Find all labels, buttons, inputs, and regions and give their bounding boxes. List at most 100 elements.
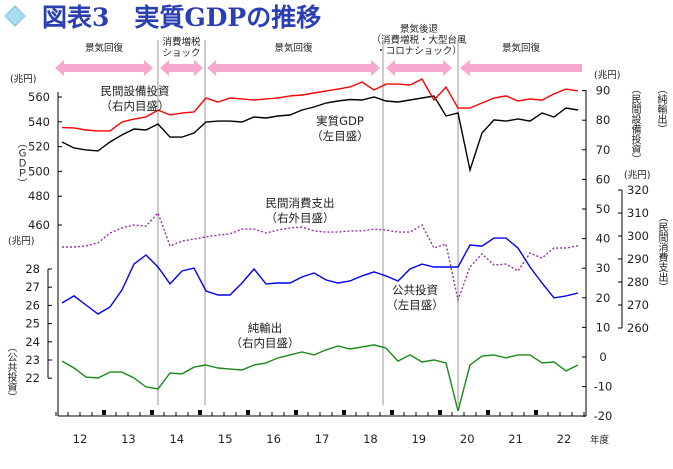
y-tick-label-right-inner: 60 <box>596 172 611 186</box>
y-tick-label-public: 26 <box>25 298 40 312</box>
y-tick-label-gdp: 540 <box>28 115 50 129</box>
annotation-capex: （右内目盛） <box>101 99 170 113</box>
chart-title: 図表3 実質GDPの推移 <box>42 3 321 32</box>
x-tick-label: 22 <box>557 432 572 446</box>
y-tick-label-public: 24 <box>25 335 40 349</box>
period-label: 消費増税 <box>162 36 201 48</box>
year-tick <box>198 410 202 415</box>
x-tick-label: 14 <box>169 432 184 446</box>
y-tick-label-gdp: 520 <box>28 140 50 154</box>
period-label: 景気回復 <box>274 42 313 54</box>
series-line-gdp <box>61 95 579 173</box>
y-tick-label-public: 27 <box>25 280 40 294</box>
y-tick-label-public: 28 <box>25 262 40 276</box>
y-tick-label-right-inner: 10 <box>596 320 611 334</box>
annotation-netexports: 純輸出 <box>248 321 283 335</box>
period-arrow <box>386 60 452 76</box>
series-lines <box>61 78 579 412</box>
y-tick-label-right-inner: 70 <box>596 143 611 157</box>
y-tick-label-gdp: 560 <box>28 90 50 104</box>
year-tick <box>150 410 154 415</box>
year-tick <box>534 410 538 415</box>
public-unit-label: (兆円) <box>8 236 34 247</box>
y-tick-label-right-outer: 260 <box>627 321 649 335</box>
y-tick-label-right-outer: 310 <box>627 206 649 220</box>
y-tick-label-public: 22 <box>25 371 40 385</box>
series-line-netexports <box>61 344 579 412</box>
y-tick-label-right-outer: 320 <box>627 183 649 197</box>
y-tick-label-right-inner: 90 <box>596 84 611 98</box>
y-tick-label-right-inner: -20 <box>594 409 613 423</box>
period-label: （消費増税・大型台風 <box>371 34 467 46</box>
x-tick-label: 15 <box>218 432 233 446</box>
x-tick-label: 16 <box>266 432 281 446</box>
annotation-gdp: 実質GDP <box>316 114 364 128</box>
period-arrow <box>207 60 380 76</box>
right-outer-unit-label: (兆円) <box>624 170 650 181</box>
period-arrow <box>460 60 582 76</box>
period-dividers <box>157 40 459 405</box>
year-tick <box>486 410 490 415</box>
title-block: 図表3 実質GDPの推移 <box>4 3 321 32</box>
year-tick <box>246 410 250 415</box>
x-tick-label: 13 <box>121 432 136 446</box>
period-label: 景気回復 <box>502 42 541 54</box>
annotation-capex: 民間設備投資 <box>101 84 170 98</box>
annotation-public: 公共投資 <box>392 283 438 297</box>
y-tick-label-right-outer: 270 <box>627 298 649 312</box>
y-tick-label-right-outer: 280 <box>627 275 649 289</box>
year-tick <box>342 410 346 415</box>
period-arrow <box>55 60 153 76</box>
year-tick <box>294 410 298 415</box>
gdp-axis-label: （ＧＤＰ） <box>15 138 26 188</box>
annotation-netexports: （右内目盛） <box>231 336 300 350</box>
year-tick <box>438 410 442 415</box>
period-arrow <box>160 60 203 76</box>
gdp-unit-label: (兆円) <box>10 74 36 85</box>
right-inner-unit-label: (兆円) <box>594 70 620 81</box>
annotation-public: （左目盛） <box>386 298 444 312</box>
y-tick-label-public: 25 <box>25 317 40 331</box>
x-tick-label: 21 <box>508 432 523 446</box>
period-label: ・コロナショック） <box>376 45 462 57</box>
capex-axis-label: （民間設備投資） <box>629 84 640 164</box>
y-tick-label-right-outer: 300 <box>627 229 649 243</box>
annotation-gdp: （左目盛） <box>311 129 369 143</box>
consumption-axis-label: （民間消費支出） <box>656 212 667 292</box>
series-line-capex <box>61 78 579 132</box>
year-tick <box>390 410 394 415</box>
x-tick-label: 17 <box>315 432 330 446</box>
x-tick-label: 19 <box>411 432 426 446</box>
annotation-consumption: （右外目盛） <box>266 211 335 225</box>
y-tick-label-public: 23 <box>25 353 40 367</box>
y-tick-label-gdp: 480 <box>28 189 50 203</box>
diamond-icon <box>4 5 26 27</box>
y-tick-label-right-inner: 30 <box>596 261 611 275</box>
period-label: 景気後退 <box>400 23 439 35</box>
y-tick-label-right-outer: 290 <box>627 252 649 266</box>
y-tick-label-right-inner: -10 <box>594 380 613 394</box>
series-line-public <box>61 237 579 315</box>
x-tick-label: 20 <box>460 432 475 446</box>
public-axis-label: （公共投資） <box>5 342 16 402</box>
period-label: 景気回復 <box>85 42 124 54</box>
y-tick-label-right-inner: 20 <box>596 291 611 305</box>
series-line-consumption <box>62 211 579 303</box>
x-tick-label: 12 <box>73 432 88 446</box>
y-tick-label-gdp: 500 <box>28 164 50 178</box>
y-tick-label-right-inner: 40 <box>596 232 611 246</box>
year-tick <box>102 410 106 415</box>
netexports-axis-label: （純輸出） <box>655 84 666 134</box>
y-tick-label-right-inner: 80 <box>596 113 611 127</box>
y-tick-label-gdp: 460 <box>28 218 50 232</box>
axes: 460 480 500 520 540 560 22 23 24 25 26 27 28 -20 -10 0 1… <box>8 70 650 446</box>
x-axis-label: 年度 <box>590 434 610 446</box>
y-tick-label-right-inner: 50 <box>596 202 611 216</box>
y-tick-label-right-inner: 0 <box>599 350 606 364</box>
period-label: ショック <box>162 48 200 59</box>
series-annotations: 実質GDP（左目盛）民間設備投資（右内目盛）民間消費支出（右外目盛）公共投資（左… <box>101 84 444 350</box>
x-tick-label: 18 <box>363 432 378 446</box>
annotation-consumption: 民間消費支出 <box>266 196 335 210</box>
